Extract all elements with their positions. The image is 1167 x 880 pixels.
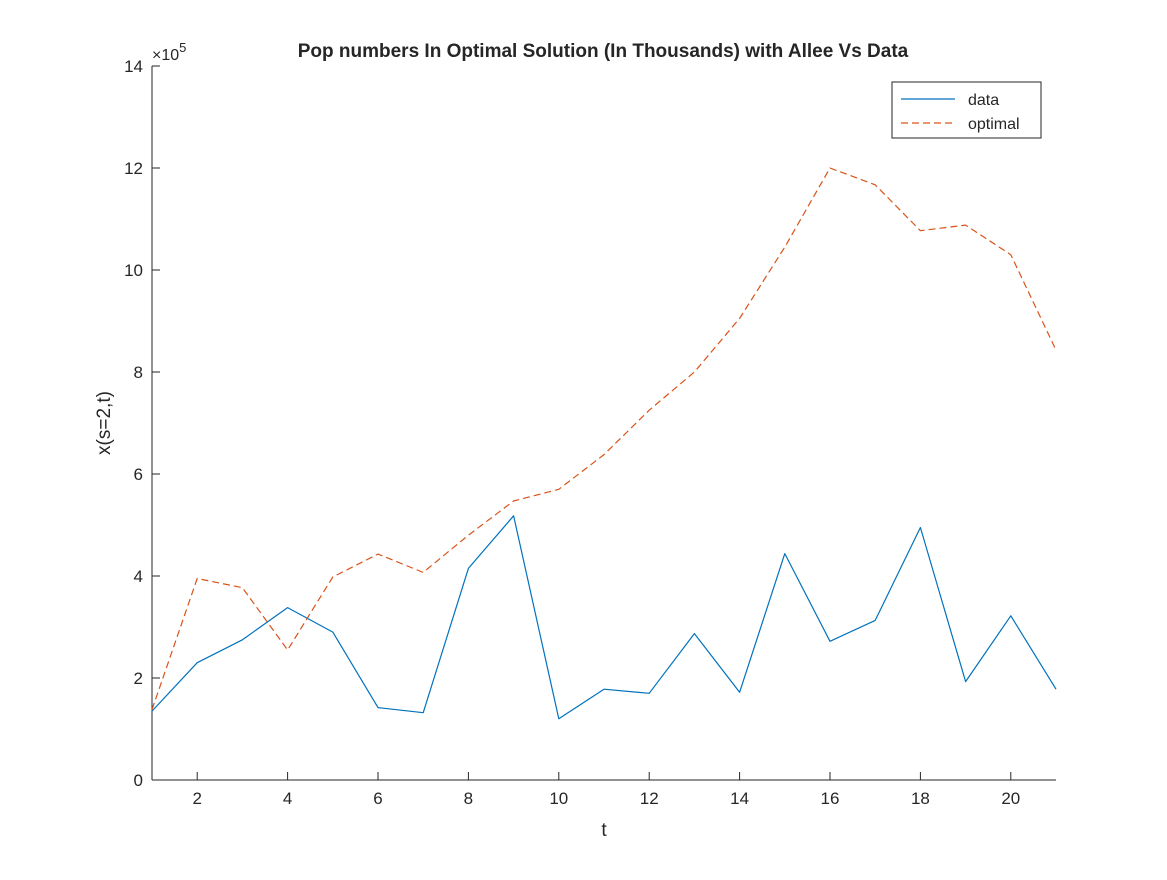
series-lines	[151, 167, 1057, 720]
x-tick-label: 12	[640, 789, 659, 808]
axes: 2 4 6 8 10 12 14 16 18 20 0 2 4 6 8 10 12 14 ×105 t x(s=2,t)	[94, 40, 1056, 841]
series-line-data	[151, 515, 1057, 720]
y-tick-label: 12	[124, 159, 143, 178]
y-tick-label: 4	[134, 567, 143, 586]
y-tick-label: 6	[134, 465, 143, 484]
legend-label-optimal: optimal	[968, 116, 1020, 133]
y-exponent-label: ×105	[152, 40, 186, 64]
y-axis-label: x(s=2,t)	[94, 391, 115, 455]
x-tick-label: 4	[283, 789, 292, 808]
y-tick-label: 14	[124, 57, 143, 76]
x-tick-label: 20	[1001, 789, 1020, 808]
x-tick-label: 2	[192, 789, 201, 808]
chart-title: Pop numbers In Optimal Solution (In Thou…	[298, 41, 909, 62]
x-tick-label: 10	[549, 789, 568, 808]
x-tick-label: 6	[373, 789, 382, 808]
y-tick-label: 8	[134, 363, 143, 382]
legend-label-data: data	[968, 92, 999, 109]
y-tick-label: 2	[134, 669, 143, 688]
legend: data optimal	[891, 81, 1042, 139]
x-tick-label: 16	[821, 789, 840, 808]
x-axis-label: t	[601, 820, 607, 841]
y-tick-label: 10	[124, 261, 143, 280]
y-tick-label: 0	[134, 771, 143, 790]
x-tick-label: 18	[911, 789, 930, 808]
x-tick-label: 8	[464, 789, 473, 808]
series-line-optimal	[151, 167, 1057, 710]
legend-box	[891, 81, 1042, 139]
x-tick-label: 14	[730, 789, 749, 808]
